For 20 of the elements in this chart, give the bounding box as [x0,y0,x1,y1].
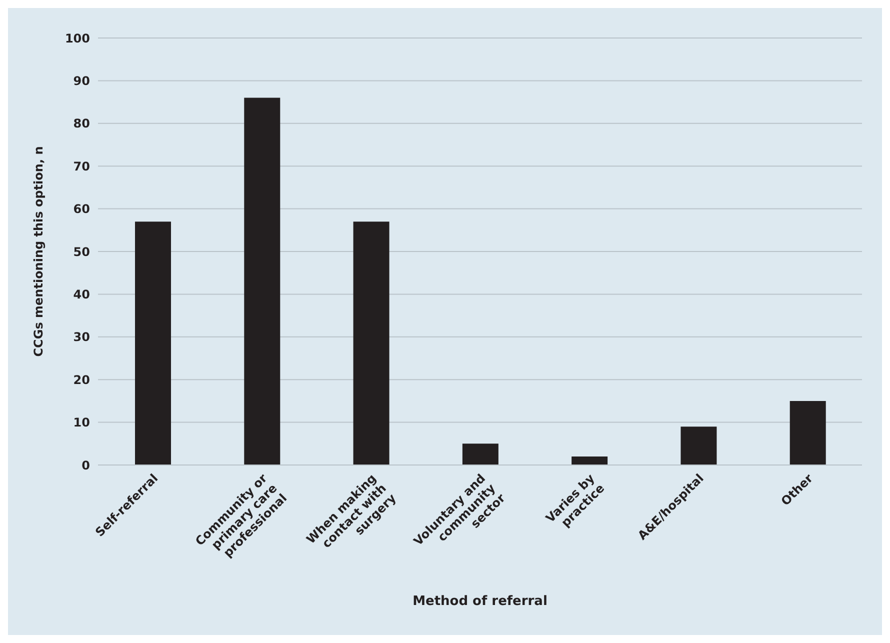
y-tick-label: 50 [73,244,90,259]
y-tick-label: 30 [73,330,90,344]
y-tick-label: 70 [73,159,90,174]
bar [462,444,498,465]
bar [790,400,826,465]
y-axis-title: CCGs mentioning this option, n [31,146,46,357]
bar [244,98,280,465]
y-tick-label: 100 [64,31,90,46]
bar [680,426,717,465]
y-tick-label: 0 [82,458,90,472]
x-axis-title: Method of referral [412,594,548,609]
y-tick-label: 60 [73,202,90,216]
y-tick-label: 10 [73,416,90,430]
bar [572,456,608,465]
bar [353,222,390,465]
bar [135,222,171,465]
y-tick-label: 90 [73,74,90,88]
y-tick-label: 80 [73,116,90,131]
y-tick-label: 40 [73,287,90,302]
y-tick-label: 20 [73,372,90,387]
